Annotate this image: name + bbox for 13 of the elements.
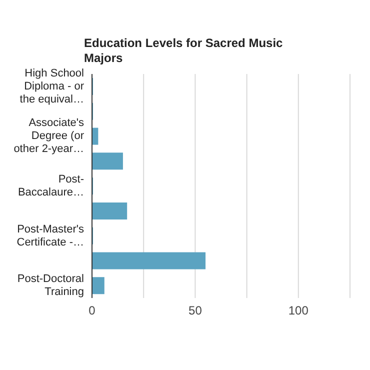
bar bbox=[92, 252, 206, 270]
y-tick-label: Post-Master's Certificate -… bbox=[16, 223, 84, 248]
bar bbox=[92, 202, 128, 220]
y-tick-label: Associate's Degree (or other 2-year… bbox=[14, 117, 84, 156]
x-tick-label: 100 bbox=[288, 304, 309, 318]
bar bbox=[92, 152, 123, 170]
y-tick-label: Post-Baccalaure… bbox=[18, 173, 84, 198]
y-tick-label: High School Diploma - or the equival… bbox=[20, 67, 84, 106]
x-tick-label: 50 bbox=[188, 304, 202, 318]
y-tick-label: Post-Doctoral Training bbox=[17, 272, 84, 298]
x-tick-label: 0 bbox=[88, 304, 96, 318]
bar bbox=[92, 277, 104, 294]
chart-title: Education Levels for Sacred Music Majors bbox=[84, 36, 284, 66]
